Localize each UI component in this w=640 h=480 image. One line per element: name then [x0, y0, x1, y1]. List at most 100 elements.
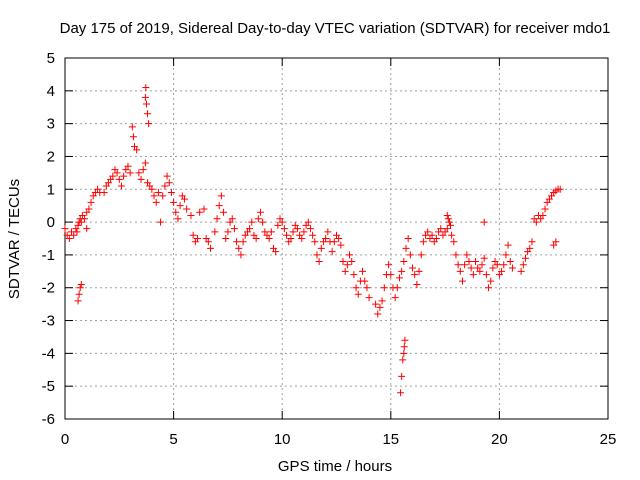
data-point [419, 238, 427, 246]
data-point [152, 198, 160, 206]
data-point [187, 212, 195, 220]
data-point [109, 172, 117, 180]
data-point [77, 218, 85, 226]
data-point [145, 120, 153, 128]
data-point [335, 235, 343, 242]
data-point [465, 257, 473, 265]
data-point [482, 271, 490, 279]
data-point [397, 389, 405, 397]
data-point [128, 123, 136, 131]
data-point [74, 297, 82, 305]
data-point [458, 277, 466, 285]
y-tick-label: -3 [42, 313, 55, 330]
data-point [339, 257, 347, 265]
data-point [399, 356, 407, 364]
chart-title: Day 175 of 2019, Sidereal Day-to-day VTE… [60, 20, 611, 37]
plot-frame [64, 57, 609, 420]
data-point [235, 244, 243, 252]
data-point [113, 169, 121, 177]
data-point [400, 349, 408, 357]
data-point [528, 238, 536, 246]
data-point [230, 225, 238, 233]
data-point [150, 192, 158, 200]
data-point [176, 202, 184, 210]
data-point [193, 235, 201, 242]
data-point [124, 162, 132, 170]
data-point [324, 228, 332, 236]
x-tick-label: 5 [169, 431, 177, 448]
data-point [267, 228, 275, 236]
data-point [411, 271, 419, 279]
data-point [406, 251, 414, 259]
grid-lines [65, 58, 608, 419]
data-point [141, 159, 149, 167]
data-point [157, 218, 165, 226]
data-point [456, 267, 464, 275]
data-point [315, 257, 323, 265]
data-point [211, 228, 219, 236]
y-tick-labels: 5 4 3 2 1 0 -1 -2 -3 -4 -5 -6 [42, 50, 55, 428]
data-point [306, 225, 314, 233]
data-point [467, 264, 475, 272]
data-point [348, 257, 356, 265]
data-point [398, 372, 406, 380]
data-point [311, 238, 319, 246]
data-point [363, 284, 371, 292]
data-point [220, 208, 228, 216]
data-point [172, 208, 180, 216]
data-point [85, 205, 93, 213]
data-point [217, 192, 225, 200]
data-point [519, 261, 527, 269]
data-point [274, 221, 282, 229]
y-tick-label: 3 [47, 116, 55, 133]
data-point [556, 185, 564, 193]
data-point [461, 261, 469, 269]
data-point [154, 189, 162, 197]
data-point [409, 264, 417, 272]
x-tick-label: 25 [600, 431, 617, 448]
data-points [61, 84, 564, 397]
data-point [259, 218, 267, 226]
data-point [487, 277, 495, 285]
data-point [330, 238, 338, 246]
data-point [159, 192, 167, 200]
data-point [129, 133, 137, 141]
axis-ticks [64, 57, 609, 420]
x-tick-label: 0 [61, 431, 69, 448]
y-tick-label: -6 [42, 411, 55, 428]
data-point [378, 297, 386, 305]
data-point [309, 231, 317, 239]
data-point [76, 284, 84, 292]
y-tick-label: 4 [47, 83, 55, 100]
data-point [432, 235, 440, 242]
data-point [196, 208, 204, 216]
data-point [189, 231, 197, 239]
data-point [445, 218, 453, 226]
data-point [283, 231, 291, 239]
data-point [352, 284, 360, 292]
data-point [228, 215, 236, 223]
data-point [498, 267, 506, 275]
data-point [417, 251, 425, 259]
data-point [343, 261, 351, 269]
data-point [142, 84, 150, 92]
data-point [504, 241, 512, 249]
data-point [550, 241, 558, 249]
data-point [428, 231, 436, 239]
y-tick-label: -4 [42, 345, 55, 362]
data-point [365, 294, 373, 302]
data-point [541, 205, 549, 213]
data-point [265, 235, 273, 242]
data-point [485, 284, 493, 292]
data-point [393, 284, 401, 292]
data-point [139, 166, 147, 174]
data-point [83, 225, 91, 233]
data-point [478, 261, 486, 269]
data-point [74, 221, 82, 229]
data-point [322, 235, 330, 242]
data-point [500, 261, 508, 269]
y-tick-label: -5 [42, 378, 55, 395]
data-point [346, 251, 354, 259]
x-tick-label: 15 [382, 431, 399, 448]
